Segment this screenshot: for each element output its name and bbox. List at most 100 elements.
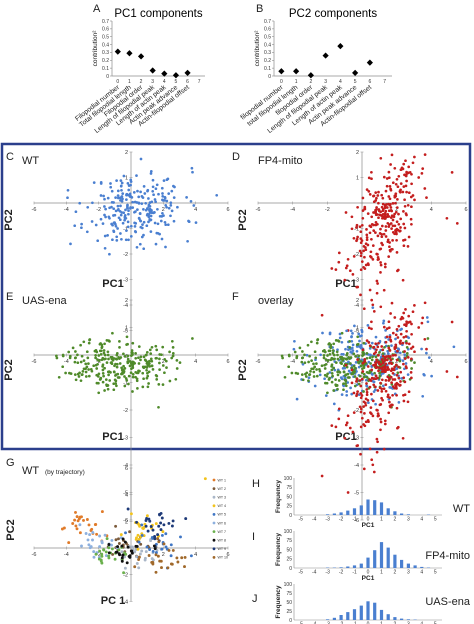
data-point — [407, 390, 411, 394]
data-point — [388, 335, 392, 339]
data-point — [402, 399, 406, 403]
data-point — [360, 330, 364, 334]
histogram-bar — [326, 619, 330, 620]
x-tick-label: 5 — [434, 517, 437, 523]
data-point — [164, 532, 168, 536]
data-point — [169, 543, 173, 547]
data-point — [342, 382, 345, 386]
data-point — [410, 357, 413, 361]
histogram-bar — [393, 554, 397, 568]
data-point — [152, 193, 155, 197]
legend-marker — [212, 547, 216, 551]
data-point — [371, 355, 374, 359]
data-point — [410, 376, 413, 380]
data-point — [391, 331, 395, 335]
data-point — [380, 345, 384, 348]
data-point — [366, 324, 370, 327]
histogram-bar — [393, 617, 397, 620]
data-point — [390, 209, 394, 213]
data-point — [71, 346, 75, 350]
data-point — [290, 371, 294, 375]
x-tick-label: 4 — [194, 552, 197, 558]
data-point — [388, 245, 391, 249]
y-tick-label: 0.3 — [102, 50, 109, 56]
data-point — [156, 537, 160, 541]
panel-letter: H — [252, 478, 260, 490]
data-point — [137, 537, 141, 541]
data-point — [133, 221, 136, 225]
data-point — [116, 189, 120, 193]
data-point — [109, 185, 113, 189]
data-point — [118, 340, 121, 343]
data-point — [139, 190, 142, 194]
data-point — [363, 205, 367, 209]
data-point — [79, 360, 83, 364]
data-point — [337, 251, 341, 255]
data-point — [323, 373, 327, 377]
data-point — [388, 241, 391, 244]
data-point — [76, 361, 80, 365]
data-point — [388, 396, 391, 399]
x-tick-label: 1 — [128, 79, 131, 85]
data-point — [131, 366, 135, 370]
data-point — [300, 373, 304, 376]
data-point — [360, 260, 364, 263]
x-tick-label: 2 — [394, 622, 397, 624]
data-point — [154, 242, 158, 246]
data-point — [114, 538, 118, 542]
data-point — [185, 196, 188, 199]
histogram-bar — [386, 614, 390, 620]
data-point — [134, 544, 138, 548]
data-point — [103, 234, 107, 238]
data-point — [150, 209, 153, 212]
data-point — [360, 239, 364, 242]
y-tick-label: 0.6 — [102, 27, 109, 33]
data-point — [68, 371, 71, 375]
data-point — [119, 179, 123, 182]
data-point — [351, 343, 355, 347]
x-axis-label: PC1 — [335, 431, 356, 443]
data-point — [113, 557, 117, 561]
data-point — [120, 550, 124, 554]
data-point — [337, 407, 341, 411]
data-point — [158, 368, 161, 371]
data-point — [358, 379, 362, 382]
data-point — [344, 347, 347, 351]
data-point — [356, 390, 359, 393]
data-point — [55, 356, 59, 360]
data-point — [397, 212, 400, 216]
data-point — [393, 316, 397, 319]
data-point — [372, 211, 375, 214]
data-point — [320, 313, 324, 317]
y-tick-label: 0.4 — [102, 42, 109, 48]
panel-letter: I — [252, 531, 255, 543]
data-point — [135, 245, 139, 249]
data-point — [402, 222, 406, 226]
x-tick-label: 3 — [407, 622, 410, 624]
data-point — [376, 345, 380, 349]
data-point — [354, 355, 357, 358]
data-point — [374, 385, 377, 389]
data-point — [95, 367, 99, 370]
data-point — [369, 411, 372, 414]
data-point — [86, 205, 90, 209]
data-point — [142, 208, 145, 211]
data-point — [372, 383, 376, 387]
data-point — [149, 357, 153, 361]
data-point — [118, 553, 122, 557]
data-point — [371, 303, 375, 307]
data-point — [389, 405, 392, 409]
data-point — [372, 194, 375, 198]
data-point — [55, 354, 58, 358]
data-point — [61, 353, 65, 357]
data-point — [356, 335, 360, 339]
y-tick-label: 0.1 — [264, 66, 271, 72]
x-axis-label: PC1 — [102, 278, 123, 290]
data-point — [141, 223, 144, 226]
y-tick-label: -3 — [123, 278, 128, 284]
data-point — [355, 380, 358, 383]
data-point — [168, 379, 172, 383]
data-point — [322, 52, 329, 59]
data-point — [127, 374, 131, 378]
series-label: FP4-mito — [425, 550, 470, 562]
